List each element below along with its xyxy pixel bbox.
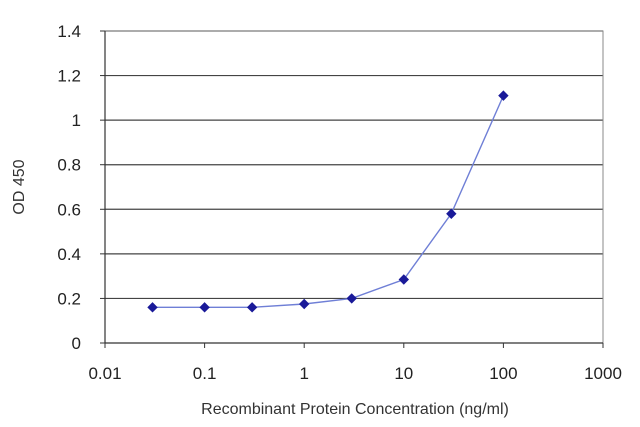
x-tick-label: 10: [394, 364, 413, 383]
y-tick-label: 1: [72, 111, 81, 130]
y-tick-label: 0.2: [57, 289, 81, 308]
y-axis-title: OD 450: [11, 159, 28, 214]
y-tick-label: 0.6: [57, 200, 81, 219]
x-tick-label: 100: [489, 364, 517, 383]
data-point: [246, 302, 258, 313]
data-point: [398, 274, 410, 285]
x-tick-label: 1000: [584, 364, 622, 383]
y-tick-labels: 0 0.2 0.4 0.6 0.8 1 1.2 1.4: [57, 22, 81, 353]
y-tick-label: 1.2: [57, 67, 81, 86]
y-tick-label: 0.4: [57, 245, 81, 264]
x-tick-label: 0.01: [88, 364, 121, 383]
x-tick-label: 1: [299, 364, 308, 383]
x-tick-labels: 0.01 0.1 1 10 100 1000: [88, 364, 621, 383]
data-point: [446, 208, 457, 219]
x-tick-label: 0.1: [193, 364, 217, 383]
y-tick-label: 1.4: [57, 22, 81, 41]
y-tick-label: 0.8: [57, 156, 81, 175]
data-point: [346, 293, 357, 304]
gridlines: [105, 30, 603, 300]
data-point: [199, 302, 210, 313]
series: [147, 90, 509, 313]
data-point: [298, 298, 310, 310]
axes: [100, 30, 604, 348]
series-line: [152, 95, 505, 308]
data-point: [147, 302, 158, 313]
data-point: [498, 90, 509, 101]
y-tick-label: 0: [72, 334, 81, 353]
x-axis-title: Recombinant Protein Concentration (ng/ml…: [201, 401, 509, 418]
